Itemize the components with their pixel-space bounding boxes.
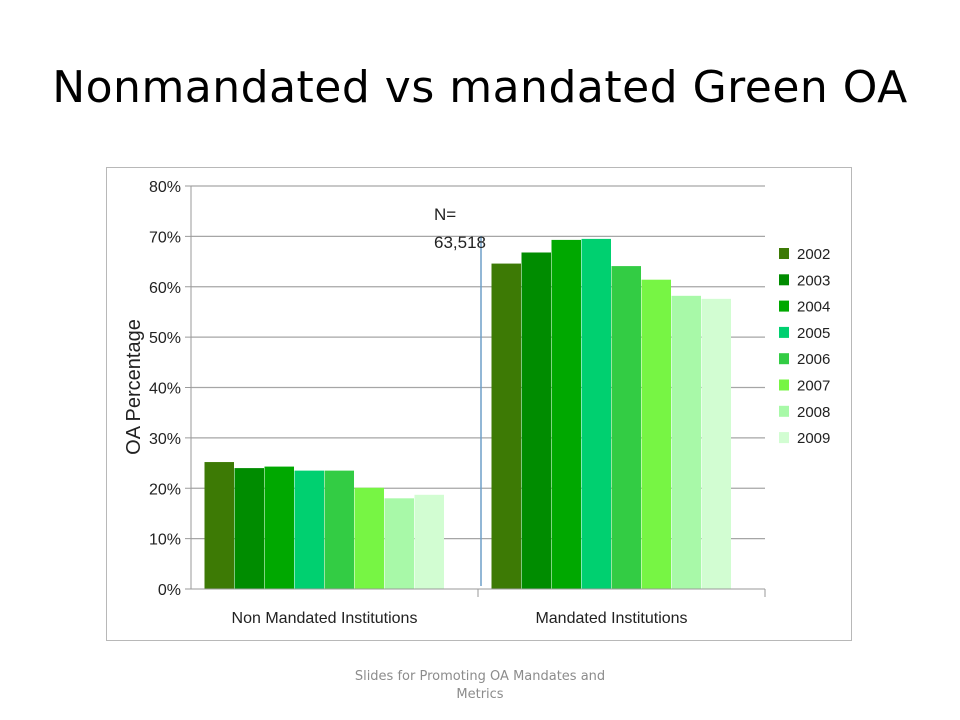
legend-swatch: [779, 379, 789, 391]
legend-label: 2005: [797, 325, 830, 342]
chart-frame: 0% 10% 20% 30% 40% 50% 60% 70% 80% Non Mandated …: [106, 167, 852, 641]
y-tick-label: 30%: [149, 431, 181, 448]
y-tick-label: 50%: [149, 330, 181, 347]
bar-2005-mandated: [581, 238, 611, 590]
legend-label: 2008: [797, 404, 830, 421]
legend-swatch: [779, 274, 789, 286]
bar-2004-mandated: [551, 239, 581, 589]
bar-2003-mandated: [521, 252, 551, 589]
bar-2005-non-mandated: [294, 470, 324, 589]
y-tick-label: 10%: [149, 532, 181, 549]
bar-2007-non-mandated: [354, 487, 384, 589]
bar-2006-mandated: [611, 266, 641, 589]
bar-2002-non-mandated: [204, 462, 234, 589]
legend-swatch: [779, 326, 789, 338]
slide-title: Nonmandated vs mandated Green OA: [52, 62, 908, 113]
y-tick-label: 0%: [158, 582, 181, 599]
annotation-n-value: 63,518: [434, 233, 486, 252]
y-tick-label: 20%: [149, 481, 181, 498]
legend-label: 2003: [797, 272, 830, 289]
legend-label: 2004: [797, 299, 830, 316]
bar-2009-mandated: [701, 298, 731, 589]
x-category-label: Non Mandated Institutions: [232, 610, 418, 627]
bar-2006-non-mandated: [324, 470, 354, 589]
legend-label: 2007: [797, 378, 830, 395]
slide-footer: Slides for Promoting OA Mandates and Met…: [354, 669, 606, 702]
y-axis-label: OA Percentage: [123, 319, 145, 455]
legend-swatch: [779, 432, 789, 444]
legend-label: 2002: [797, 246, 830, 263]
y-tick-label: 70%: [149, 229, 181, 246]
annotation-n-label: N=: [434, 205, 456, 224]
bar-2002-mandated: [491, 263, 521, 589]
legend-swatch: [779, 405, 789, 417]
legend-label: 2006: [797, 351, 830, 368]
legend-swatch: [779, 353, 789, 365]
bar-2008-mandated: [671, 295, 701, 589]
legend-swatch: [779, 248, 789, 259]
legend-label: 2009: [797, 430, 830, 447]
x-category-label: Mandated Institutions: [535, 610, 687, 627]
y-tick-label: 80%: [149, 179, 181, 196]
bar-chart: 0% 10% 20% 30% 40% 50% 60% 70% 80% Non Mandated …: [123, 179, 830, 627]
bar-2009-non-mandated: [414, 494, 444, 589]
bar-2003-non-mandated: [234, 468, 264, 589]
bar-2008-non-mandated: [384, 498, 414, 589]
y-tick-label: 40%: [149, 381, 181, 398]
y-tick-label: 60%: [149, 280, 181, 297]
bar-2004-non-mandated: [264, 466, 294, 589]
bar-2007-mandated: [641, 279, 671, 589]
legend-swatch: [779, 300, 789, 312]
